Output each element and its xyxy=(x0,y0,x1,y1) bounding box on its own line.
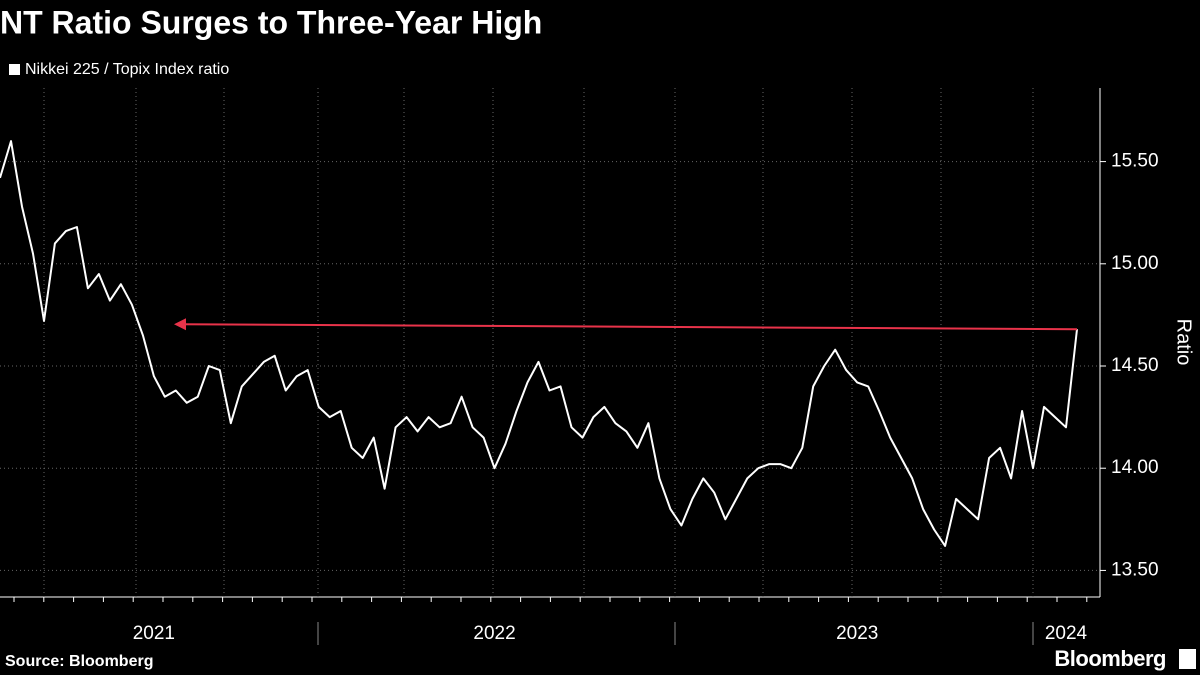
annotation-arrow xyxy=(181,323,1078,331)
y-tick-label: 15.50 xyxy=(1111,151,1159,172)
y-tick-label: 14.00 xyxy=(1111,457,1159,478)
series-line xyxy=(0,140,1078,547)
brand-icon xyxy=(1179,649,1196,669)
x-tick-label: 2021 xyxy=(133,623,175,644)
vertical-grid xyxy=(43,88,1034,597)
brand: Bloomberg xyxy=(1054,646,1166,671)
annotation-arrowhead xyxy=(174,318,186,331)
legend-swatch xyxy=(9,64,20,75)
x-tick-label: 2023 xyxy=(836,623,878,644)
y-tick-label: 13.50 xyxy=(1111,559,1159,580)
y-tick-label: 14.50 xyxy=(1111,355,1159,376)
legend-label: Nikkei 225 / Topix Index ratio xyxy=(25,61,229,78)
y-axis-label: Ratio xyxy=(1173,319,1195,366)
chart-title: NT Ratio Surges to Three-Year High xyxy=(0,4,542,40)
x-tick-label: 2022 xyxy=(473,623,515,644)
x-tick-label: 2024 xyxy=(1045,623,1088,644)
source: Source: Bloomberg xyxy=(5,653,153,670)
y-tick-label: 15.00 xyxy=(1111,253,1159,274)
